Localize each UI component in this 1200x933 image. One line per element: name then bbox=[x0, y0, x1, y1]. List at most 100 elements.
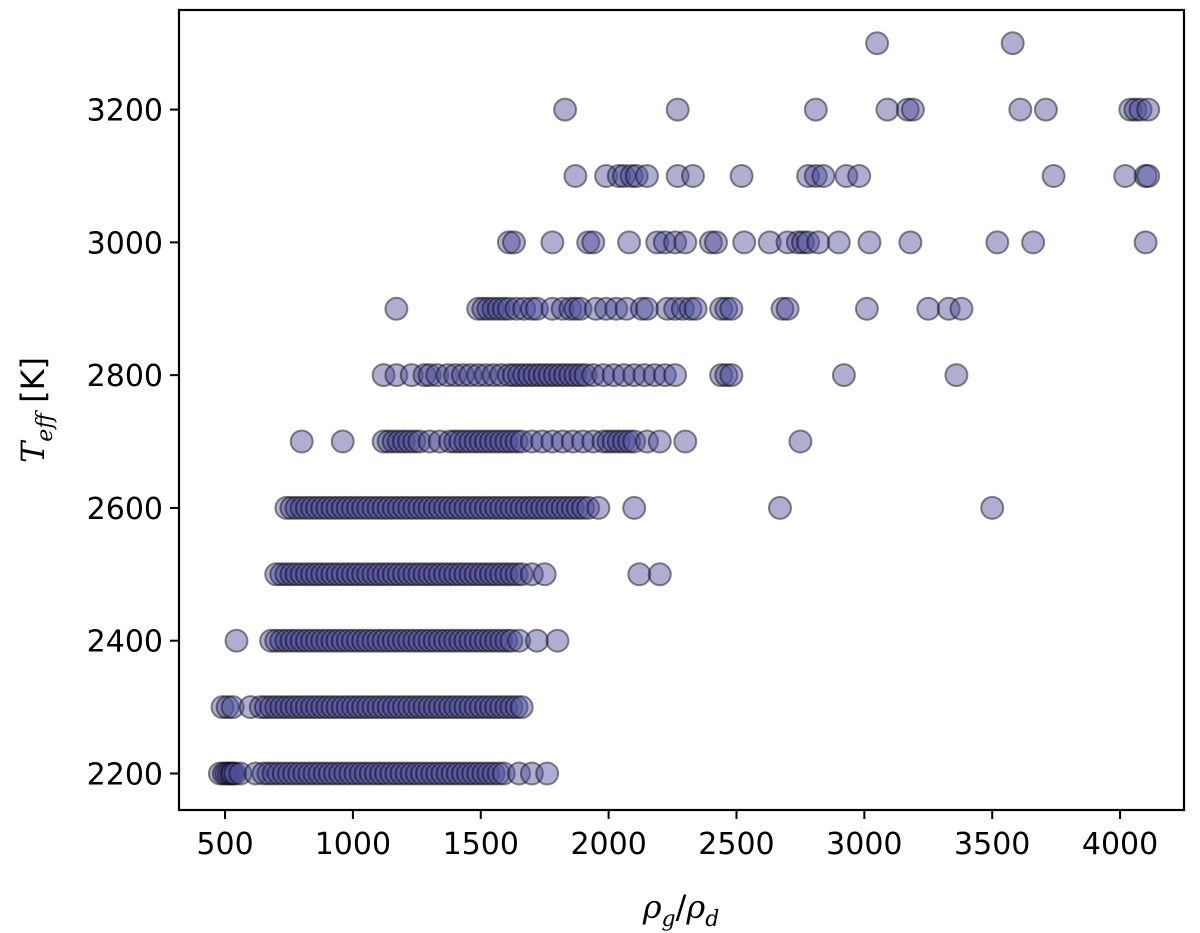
data-point bbox=[248, 695, 273, 720]
data-point bbox=[596, 429, 621, 454]
data-point bbox=[402, 495, 427, 520]
data-point bbox=[420, 761, 445, 786]
data-point bbox=[294, 695, 319, 720]
data-point bbox=[346, 628, 370, 653]
data-point bbox=[826, 230, 851, 255]
data-point bbox=[548, 363, 572, 388]
data-point bbox=[287, 761, 312, 786]
data-point bbox=[412, 363, 437, 388]
data-point bbox=[274, 628, 299, 653]
data-point bbox=[655, 296, 680, 321]
data-point bbox=[709, 363, 734, 388]
data-point bbox=[389, 761, 414, 786]
data-point bbox=[279, 628, 304, 653]
data-point bbox=[392, 628, 416, 653]
data-point bbox=[417, 495, 442, 520]
data-point bbox=[251, 761, 276, 786]
data-point bbox=[663, 230, 688, 255]
data-point bbox=[450, 363, 475, 388]
data-point bbox=[340, 562, 365, 587]
data-point bbox=[834, 164, 859, 188]
data-point bbox=[376, 495, 401, 520]
data-point bbox=[211, 761, 236, 786]
data-point bbox=[509, 562, 534, 587]
data-point bbox=[448, 429, 473, 454]
data-point bbox=[606, 164, 631, 188]
data-point bbox=[540, 429, 565, 454]
data-point bbox=[427, 695, 452, 720]
data-point bbox=[476, 296, 501, 321]
data-point bbox=[386, 695, 411, 720]
y-axis-label-unit: [K] bbox=[14, 357, 52, 413]
data-point bbox=[340, 695, 365, 720]
data-point bbox=[330, 429, 355, 454]
data-point bbox=[770, 296, 795, 321]
data-point bbox=[300, 495, 324, 520]
data-point bbox=[397, 429, 422, 454]
data-point bbox=[305, 495, 330, 520]
data-point bbox=[392, 695, 416, 720]
data-point bbox=[473, 363, 498, 388]
data-point bbox=[356, 495, 381, 520]
data-point bbox=[335, 562, 360, 587]
data-point bbox=[622, 363, 647, 388]
data-point bbox=[315, 562, 340, 587]
data-point bbox=[803, 164, 828, 188]
data-point bbox=[330, 495, 355, 520]
data-point bbox=[448, 695, 473, 720]
data-point bbox=[806, 230, 831, 255]
data-point bbox=[458, 628, 483, 653]
data-point bbox=[673, 429, 698, 454]
data-point bbox=[333, 761, 358, 786]
data-point bbox=[553, 363, 578, 388]
data-point bbox=[335, 695, 360, 720]
data-point bbox=[448, 628, 473, 653]
data-point bbox=[300, 628, 324, 653]
data-point bbox=[489, 495, 514, 520]
data-point bbox=[269, 628, 294, 653]
data-point bbox=[305, 695, 330, 720]
data-point bbox=[340, 628, 365, 653]
y-tick-label: 3000 bbox=[87, 226, 163, 261]
data-point bbox=[652, 363, 677, 388]
data-point bbox=[473, 695, 498, 720]
data-point bbox=[504, 562, 529, 587]
data-point bbox=[210, 695, 235, 720]
data-point bbox=[310, 695, 335, 720]
data-point bbox=[540, 296, 565, 321]
data-point bbox=[496, 230, 521, 255]
data-point bbox=[545, 495, 570, 520]
data-point bbox=[407, 628, 432, 653]
data-point bbox=[775, 296, 800, 321]
data-point bbox=[847, 164, 872, 188]
data-point bbox=[614, 296, 639, 321]
data-point bbox=[307, 761, 332, 786]
data-point bbox=[591, 363, 616, 388]
data-point bbox=[558, 363, 583, 388]
data-point bbox=[1133, 230, 1158, 255]
data-point bbox=[527, 363, 552, 388]
data-point bbox=[443, 495, 468, 520]
data-point bbox=[550, 495, 575, 520]
data-point bbox=[433, 628, 457, 653]
data-point bbox=[571, 495, 595, 520]
data-point bbox=[453, 429, 478, 454]
data-point bbox=[476, 761, 501, 786]
x-tick-label: 500 bbox=[196, 827, 253, 862]
data-point bbox=[494, 628, 519, 653]
data-point bbox=[665, 97, 690, 122]
data-point bbox=[537, 363, 562, 388]
data-point bbox=[732, 230, 757, 255]
data-point bbox=[297, 761, 322, 786]
data-point bbox=[486, 296, 511, 321]
data-point bbox=[207, 761, 232, 786]
data-point bbox=[366, 495, 391, 520]
data-point bbox=[402, 562, 427, 587]
data-point bbox=[542, 363, 567, 388]
y-tick-label: 2400 bbox=[87, 625, 163, 660]
data-point bbox=[356, 628, 381, 653]
data-point bbox=[443, 429, 468, 454]
data-point bbox=[450, 761, 475, 786]
data-point bbox=[381, 695, 406, 720]
data-point bbox=[499, 628, 524, 653]
